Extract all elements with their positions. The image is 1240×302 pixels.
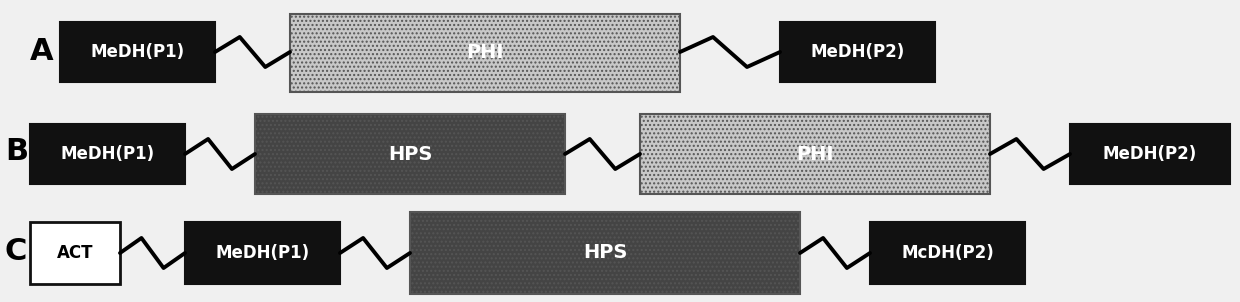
Text: A: A [30,37,53,66]
Text: MeDH(P1): MeDH(P1) [216,244,310,262]
Bar [1070,124,1230,184]
Bar [30,222,120,284]
Bar [255,114,565,194]
Bar [410,212,800,294]
Bar [640,114,990,194]
Text: B: B [5,137,29,165]
Text: MeDH(P1): MeDH(P1) [91,43,185,61]
Text: ACT: ACT [57,244,93,262]
Text: PHI: PHI [466,43,503,63]
Text: PHI: PHI [796,144,833,163]
Bar [60,22,215,82]
Bar [30,124,185,184]
Bar [870,222,1025,284]
Text: HPS: HPS [388,144,433,163]
Text: McDH(P2): McDH(P2) [901,244,994,262]
Bar [780,22,935,82]
Bar [185,222,340,284]
Text: MeDH(P1): MeDH(P1) [61,145,155,163]
Text: C: C [5,236,27,265]
Bar [290,14,680,92]
Text: MeDH(P2): MeDH(P2) [1102,145,1197,163]
Text: HPS: HPS [583,243,627,262]
Text: MeDH(P2): MeDH(P2) [811,43,905,61]
